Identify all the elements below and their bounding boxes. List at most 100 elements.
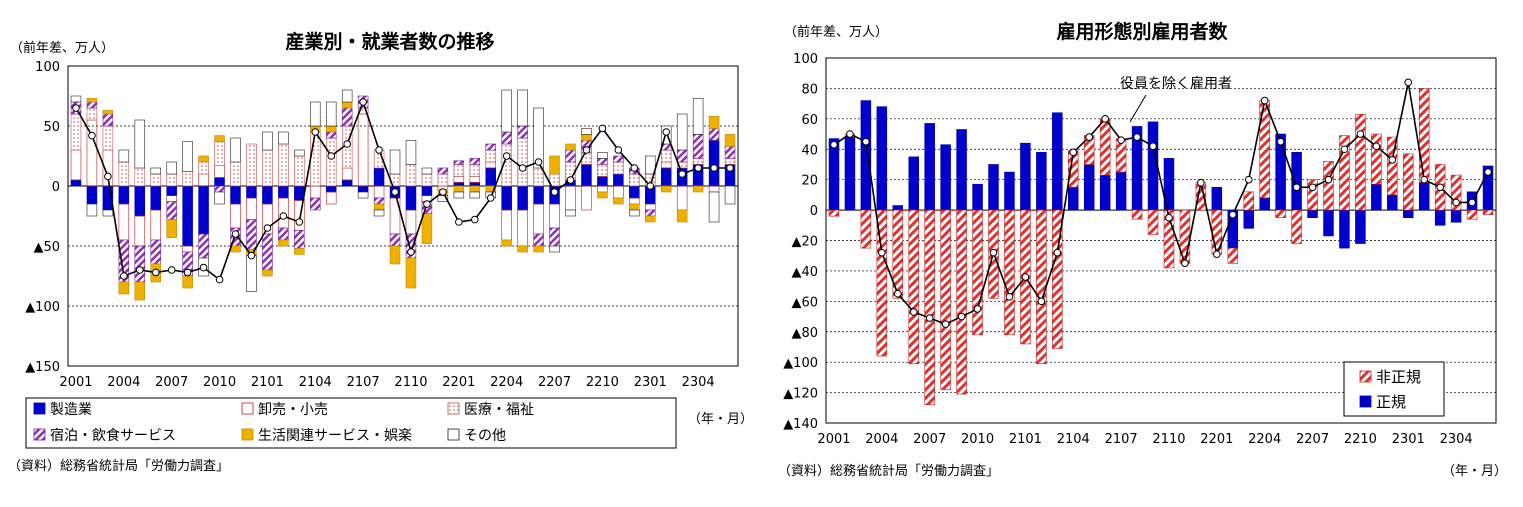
bar-series-1-2012 (246, 197, 257, 220)
line-point-2007 (167, 266, 176, 274)
y-tick-label: ▲60 (791, 295, 818, 310)
bar-series-0-2007 (166, 185, 177, 196)
y-tick-label: 60 (801, 113, 818, 128)
bar-series-2-2306 (724, 158, 736, 165)
bar-series-2-2003 (102, 125, 114, 151)
bar-series-4-2108 (373, 203, 385, 211)
bar-series-2-2011 (230, 161, 241, 187)
bar-series-1-2302 (1418, 88, 1430, 184)
line-point-2201 (455, 218, 463, 226)
bar-series-1-2205 (517, 209, 528, 247)
bar-series-3-2103 (294, 230, 305, 249)
bar-series-5-2011 (230, 137, 241, 163)
bar-series-4-2004 (118, 281, 130, 295)
legend-label: 製造業 (50, 402, 92, 418)
bar-series-1-2211 (1371, 133, 1382, 185)
x-tick-labels: 2001 2004 2007 2010 2101 2104 2107 2110 2201 2204… (817, 432, 1472, 447)
bar-series-5-2110 (405, 140, 417, 165)
line-point-2106 (1101, 115, 1109, 123)
bar-series-0-2107 (1115, 171, 1127, 211)
bar-series-0-2012 (1004, 171, 1015, 211)
bar-series-2-2110 (405, 164, 417, 187)
line-point-2211 (1372, 142, 1381, 151)
bar-series-2-2210 (597, 164, 608, 177)
bar-series-0-2210 (597, 176, 608, 187)
bar-series-4-2202 (469, 185, 481, 193)
bar-series-5-2204 (501, 89, 512, 133)
bar-series-2-2111 (421, 173, 433, 187)
bar-series-1-2012 (1004, 209, 1015, 336)
line-point-2108 (375, 146, 383, 154)
line-point-2203 (1244, 175, 1253, 184)
bar-series-1-2007 (166, 195, 177, 202)
line-point-2205 (1276, 137, 1285, 146)
bar-series-0-2010 (214, 177, 225, 187)
bar-series-1-2302 (660, 161, 672, 169)
bar-series-1-2206 (533, 203, 544, 235)
bar-series-1-2202 (1227, 247, 1239, 264)
bar-series-1-2011 (230, 203, 241, 229)
bar-series-0-2005 (134, 185, 146, 217)
line-point-2005 (135, 266, 144, 274)
bar-series-0-2108 (373, 167, 385, 187)
bar-series-4-2211 (613, 197, 624, 205)
bar-series-4-2110 (405, 257, 417, 289)
y-tick-label: ▲100 (783, 356, 818, 371)
bar-series-0-2001 (828, 138, 840, 211)
line-point-2201 (1213, 250, 1221, 258)
x-tick-label: 2010 (203, 375, 236, 390)
bar-series-2-2302 (660, 149, 672, 163)
bar-series-5-2012 (246, 255, 257, 292)
line-point-2002 (846, 130, 854, 138)
bar-series-0-2201 (453, 182, 465, 187)
line-point-2010 (973, 305, 982, 313)
bar-series-0-2304 (1450, 209, 1462, 223)
line-point-2107 (1117, 136, 1125, 144)
bar-series-4-2109 (389, 245, 401, 265)
x-tick-label: 2301 (1392, 432, 1425, 447)
bar-series-3-2204 (501, 131, 512, 145)
y-tick-label: 100 (35, 60, 60, 75)
line-point-2204 (502, 152, 511, 160)
line-point-2105 (1085, 133, 1094, 141)
bar-series-2-2001 (70, 113, 82, 151)
bar-series-5-2305 (708, 191, 720, 223)
line-point-2104 (1069, 148, 1078, 157)
x-tick-label: 2004 (865, 432, 898, 447)
line-point-2301 (1404, 78, 1413, 87)
industry-employment-chart: 産業別・就業者数の推移 （前年差、万人） 100 50 0 ▲50 ▲100 ▲150 2… (8, 30, 753, 474)
y-tick-label: 50 (43, 120, 60, 135)
bar-series-1-2006 (908, 209, 919, 364)
line-point-2110 (1165, 213, 1173, 222)
line-point-2008 (183, 268, 192, 277)
bar-series-3-2303 (676, 149, 688, 163)
bar-series-0-2002 (844, 136, 856, 211)
y-tick-label: 0 (810, 204, 818, 219)
y-axis-unit: （前年差、万人） (10, 40, 114, 56)
bar-series-3-2201 (453, 160, 465, 165)
bar-series-1-2206 (1291, 209, 1302, 244)
bar-series-5-2007 (166, 161, 177, 175)
line-point-2212 (630, 164, 639, 172)
bar-series-0-2205 (1275, 133, 1286, 211)
legend-label: その他 (464, 428, 506, 444)
bar-series-0-2010 (972, 183, 983, 211)
bar-series-3-2104 (310, 197, 321, 211)
bar-series-1-2108 (1131, 209, 1143, 220)
x-tick-label: 2201 (1200, 432, 1233, 447)
bar-series-0-2106 (341, 179, 353, 187)
bar-series-4-2304 (692, 185, 704, 193)
bar-series-2-2009 (198, 161, 209, 175)
bar-series-2-2112 (437, 173, 449, 187)
bar-series-1-2106 (341, 167, 353, 181)
line-point-2206 (1292, 183, 1301, 192)
bar-series-4-2306 (724, 134, 736, 147)
bar-series-1-2106 (1099, 118, 1111, 176)
bar-series-0-2211 (613, 173, 624, 187)
bar-series-3-2207 (549, 227, 560, 247)
y-tick-label: ▲80 (791, 326, 818, 341)
bar-series-2-2004 (118, 161, 130, 187)
bar-series-3-2206 (533, 233, 544, 247)
x-tick-label: 2204 (1248, 432, 1281, 447)
bar-series-3-2012 (246, 219, 257, 250)
